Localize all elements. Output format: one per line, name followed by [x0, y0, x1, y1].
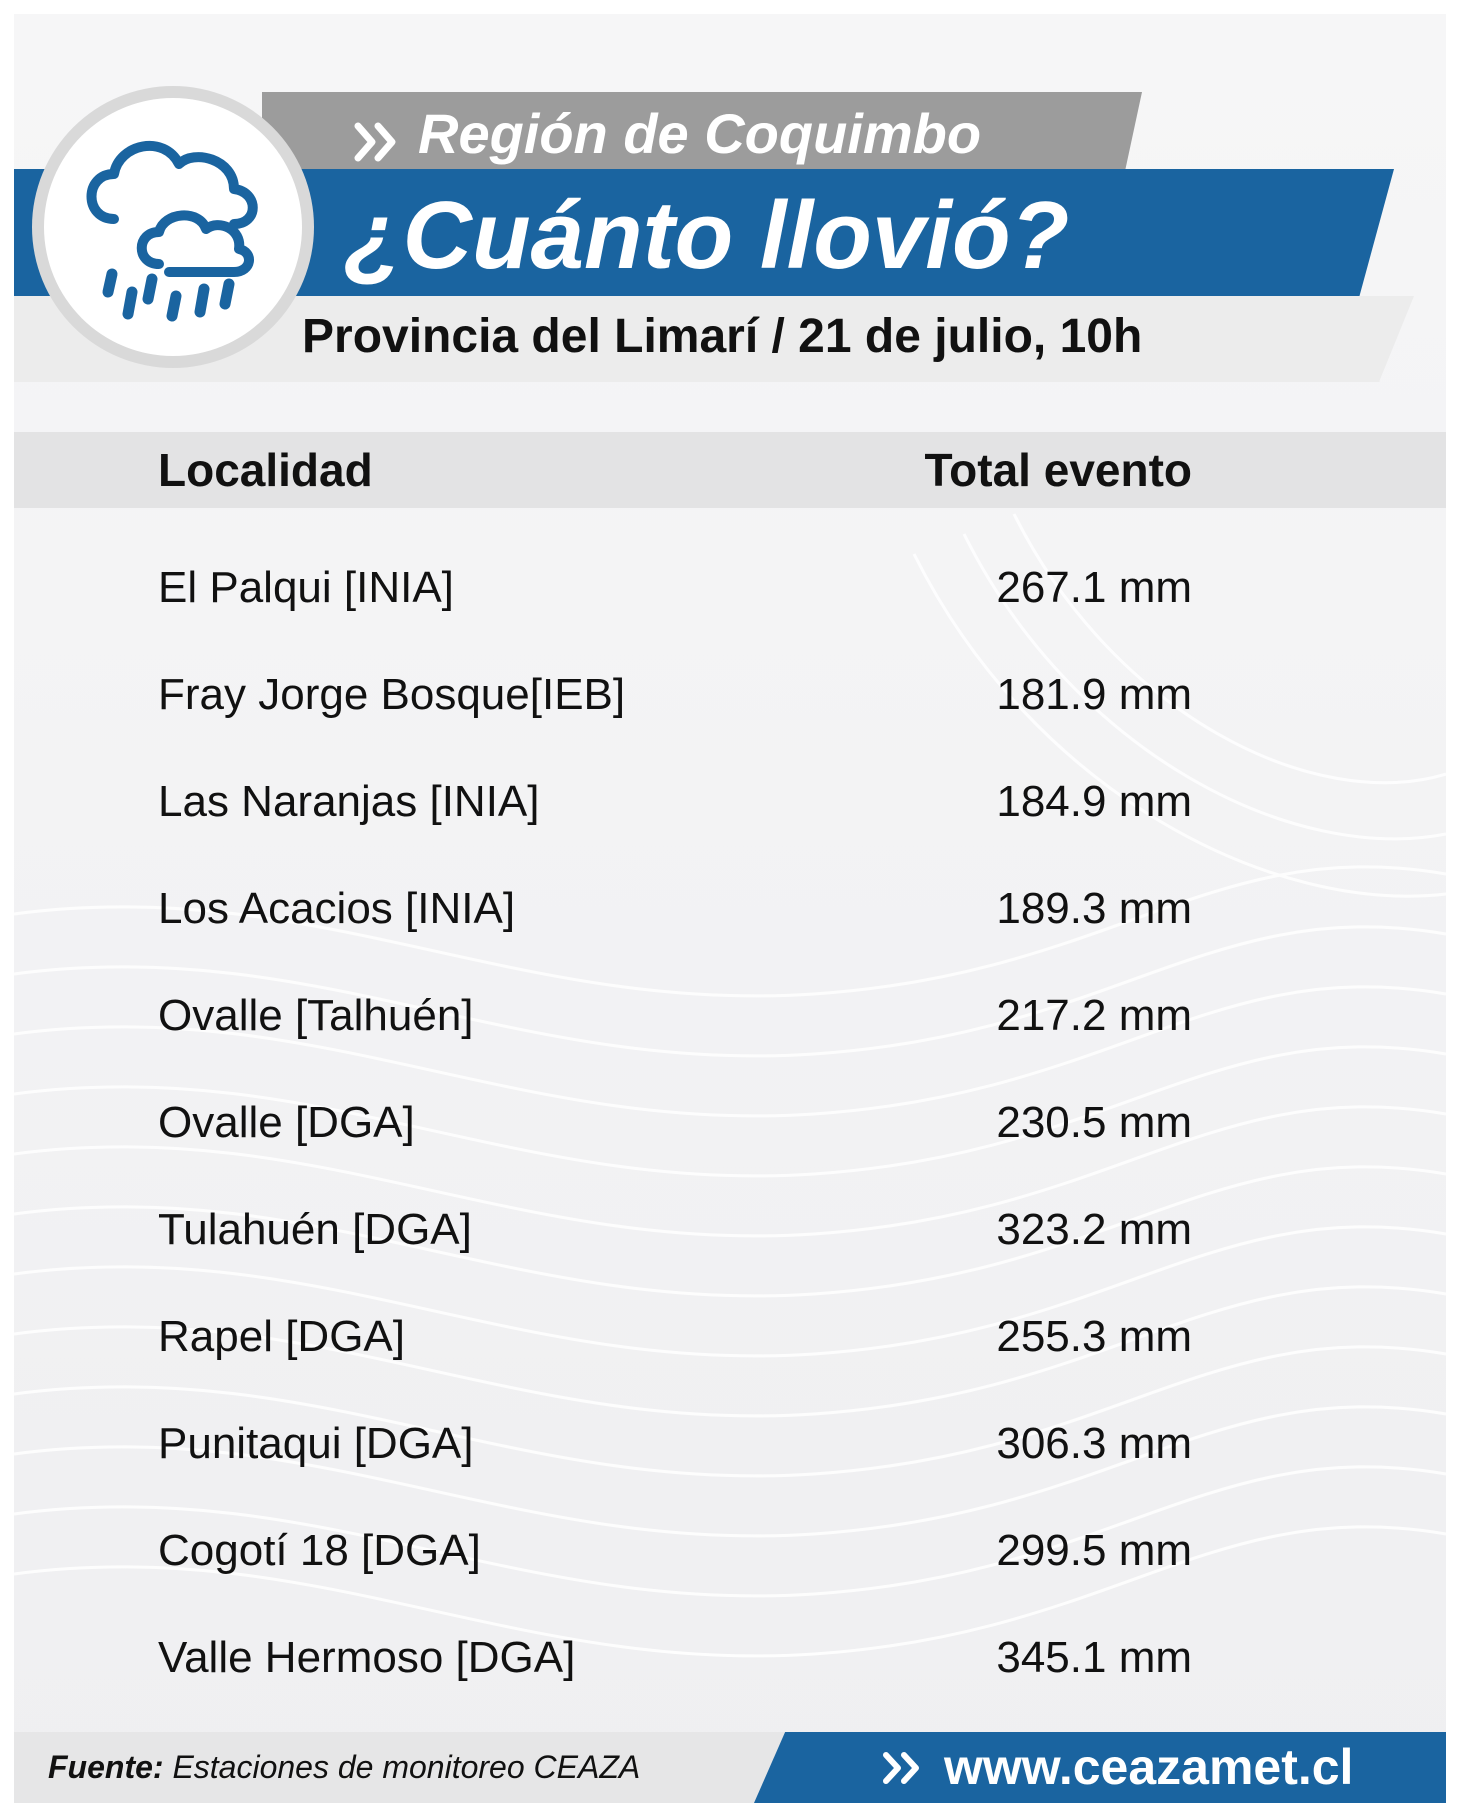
- source-label: Fuente:: [48, 1749, 164, 1785]
- page-subtitle: Provincia del Limarí / 21 de julio, 10h: [302, 310, 1143, 363]
- table-row: Tulahuén [DGA] 323.2 mm: [14, 1176, 1446, 1283]
- website-link[interactable]: www.ceazamet.cl: [944, 1739, 1354, 1795]
- table-row: Los Acacios [INIA] 189.3 mm: [14, 855, 1446, 962]
- website-band: [754, 1732, 1446, 1803]
- column-header-total: Total evento: [924, 444, 1192, 496]
- table-row: Cogotí 18 [DGA] 299.5 mm: [14, 1497, 1446, 1604]
- region-title: Región de Coquimbo: [418, 102, 982, 165]
- location-name: Punitaqui [DGA]: [158, 1419, 474, 1468]
- location-name: Los Acacios [INIA]: [158, 884, 516, 933]
- rainfall-value: 306.3 mm: [996, 1419, 1192, 1468]
- table-row: Rapel [DGA] 255.3 mm: [14, 1283, 1446, 1390]
- rain-cloud-icon: [86, 141, 258, 322]
- rainfall-value: 299.5 mm: [996, 1526, 1192, 1575]
- infographic-card: Región de Coquimbo ¿Cuánto llovió? Provi…: [14, 14, 1446, 1803]
- rainfall-value: 189.3 mm: [996, 884, 1192, 933]
- region-band: [262, 92, 1142, 174]
- location-name: Ovalle [Talhuén]: [158, 991, 474, 1040]
- background-waves: [14, 513, 1446, 1658]
- rainfall-value: 345.1 mm: [996, 1633, 1192, 1682]
- double-chevron-icon: [354, 122, 396, 162]
- location-name: Fray Jorge Bosque[IEB]: [158, 670, 626, 719]
- rainfall-table: El Palqui [INIA] 267.1 mm Fray Jorge Bos…: [14, 534, 1446, 1711]
- rainfall-value: 230.5 mm: [996, 1098, 1192, 1147]
- location-name: Cogotí 18 [DGA]: [158, 1526, 481, 1575]
- page-title: ¿Cuánto llovió?: [344, 182, 1070, 289]
- table-header: [14, 432, 1446, 508]
- table-row: Ovalle [Talhuén] 217.2 mm: [14, 962, 1446, 1069]
- rainfall-value: 184.9 mm: [996, 777, 1192, 826]
- location-name: Rapel [DGA]: [158, 1312, 405, 1361]
- source-text: Estaciones de monitoreo CEAZA: [172, 1749, 641, 1785]
- location-name: Ovalle [DGA]: [158, 1098, 415, 1147]
- source-credit: Fuente: Estaciones de monitoreo CEAZA: [48, 1732, 640, 1803]
- table-row: Punitaqui [DGA] 306.3 mm: [14, 1390, 1446, 1497]
- column-header-location: Localidad: [158, 444, 373, 496]
- table-row: Las Naranjas [INIA] 184.9 mm: [14, 748, 1446, 855]
- double-chevron-icon: [883, 1752, 919, 1784]
- table-row: El Palqui [INIA] 267.1 mm: [14, 534, 1446, 641]
- rainfall-value: 255.3 mm: [996, 1312, 1192, 1361]
- table-row: Ovalle [DGA] 230.5 mm: [14, 1069, 1446, 1176]
- rainfall-value: 181.9 mm: [996, 670, 1192, 719]
- table-row: Fray Jorge Bosque[IEB] 181.9 mm: [14, 641, 1446, 748]
- location-name: El Palqui [INIA]: [158, 563, 454, 612]
- rainfall-value: 217.2 mm: [996, 991, 1192, 1040]
- location-name: Tulahuén [DGA]: [158, 1205, 472, 1254]
- rainfall-value: 323.2 mm: [996, 1205, 1192, 1254]
- table-row: Valle Hermoso [DGA] 345.1 mm: [14, 1604, 1446, 1711]
- location-name: Las Naranjas [INIA]: [158, 777, 540, 826]
- location-name: Valle Hermoso [DGA]: [158, 1633, 576, 1682]
- rainfall-value: 267.1 mm: [996, 563, 1192, 612]
